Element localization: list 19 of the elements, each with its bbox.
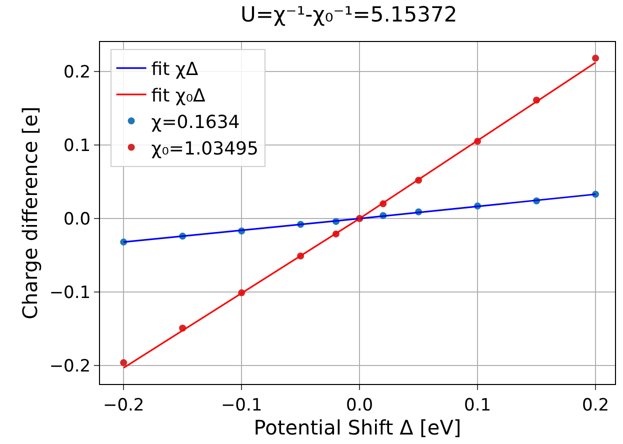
x-tick-label: −0.2 (102, 395, 144, 416)
y-tick-label: −0.2 (49, 356, 91, 377)
legend-label: fit χΔ (151, 59, 199, 80)
point (592, 54, 600, 62)
x-axis-title: Potential Shift Δ [eV] (254, 415, 462, 440)
x-tick-label: 0.0 (346, 395, 374, 416)
legend-label: fit χ₀Δ (151, 85, 206, 106)
chart-title: U=χ⁻¹-χ₀⁻¹=5.15372 (240, 2, 458, 26)
y-tick-label: 0.1 (64, 136, 91, 156)
y-axis-title: Charge difference [e] (18, 106, 42, 320)
y-tick-label: 0.2 (64, 62, 91, 82)
point (120, 359, 128, 366)
legend-label: χ₀=1.03495 (151, 138, 258, 160)
y-tick-label: −0.1 (49, 283, 91, 304)
x-tick-label: −0.1 (220, 395, 262, 416)
legend-label: χ=0.1634 (151, 112, 240, 133)
x-tick-label: 0.1 (464, 395, 492, 416)
y-tick-label: 0.0 (64, 209, 91, 230)
x-tick-label: 0.2 (582, 395, 610, 416)
